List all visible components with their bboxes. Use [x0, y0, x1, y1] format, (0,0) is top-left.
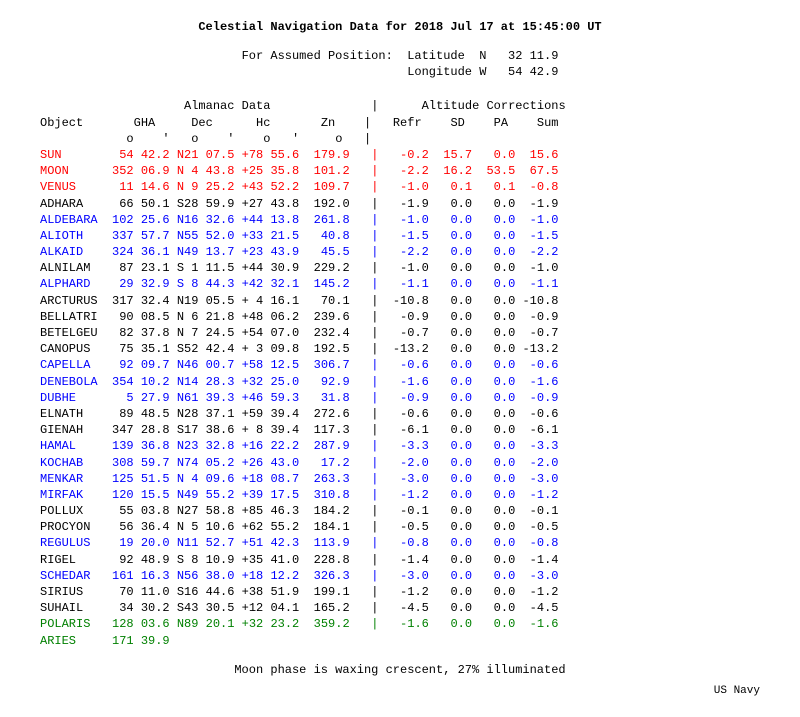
table-row: REGULUS 19 20.0 N11 52.7 +51 42.3 113.9 … [40, 535, 760, 551]
table-row: HAMAL 139 36.8 N23 32.8 +16 22.2 287.9 |… [40, 438, 760, 454]
table-row: SCHEDAR 161 16.3 N56 38.0 +18 12.2 326.3… [40, 568, 760, 584]
table-row: MOON 352 06.9 N 4 43.8 +25 35.8 101.2 | … [40, 163, 760, 179]
table-row: ALKAID 324 36.1 N49 13.7 +23 43.9 45.5 |… [40, 244, 760, 260]
table-row: BELLATRI 90 08.5 N 6 21.8 +48 06.2 239.6… [40, 309, 760, 325]
table-row: ALPHARD 29 32.9 S 8 44.3 +42 32.1 145.2 … [40, 276, 760, 292]
table-row: VENUS 11 14.6 N 9 25.2 +43 52.2 109.7 | … [40, 179, 760, 195]
page-title: Celestial Navigation Data for 2018 Jul 1… [40, 20, 760, 34]
table-row: POLLUX 55 03.8 N27 58.8 +85 46.3 184.2 |… [40, 503, 760, 519]
table-header: Almanac Data | Altitude CorrectionsObjec… [40, 98, 760, 147]
table-row: MIRFAK 120 15.5 N49 55.2 +39 17.5 310.8 … [40, 487, 760, 503]
table-row: ALNILAM 87 23.1 S 1 11.5 +44 30.9 229.2 … [40, 260, 760, 276]
table-row: DENEBOLA 354 10.2 N14 28.3 +32 25.0 92.9… [40, 374, 760, 390]
table-row: ALDEBARA 102 25.6 N16 32.6 +44 13.8 261.… [40, 212, 760, 228]
table-row: PROCYON 56 36.4 N 5 10.6 +62 55.2 184.1 … [40, 519, 760, 535]
table-row: SIRIUS 70 11.0 S16 44.6 +38 51.9 199.1 |… [40, 584, 760, 600]
table-row: ARCTURUS 317 32.4 N19 05.5 + 4 16.1 70.1… [40, 293, 760, 309]
table-row: CAPELLA 92 09.7 N46 00.7 +58 12.5 306.7 … [40, 357, 760, 373]
table-row: RIGEL 92 48.9 S 8 10.9 +35 41.0 228.8 | … [40, 552, 760, 568]
table-row: MENKAR 125 51.5 N 4 09.6 +18 08.7 263.3 … [40, 471, 760, 487]
assumed-position: For Assumed Position: Latitude N 32 11.9… [40, 48, 760, 80]
table-row: SUN 54 42.2 N21 07.5 +78 55.6 179.9 | -0… [40, 147, 760, 163]
table-row: DUBHE 5 27.9 N61 39.3 +46 59.3 31.8 | -0… [40, 390, 760, 406]
table-row: GIENAH 347 28.8 S17 38.6 + 8 39.4 117.3 … [40, 422, 760, 438]
table-row: CANOPUS 75 35.1 S52 42.4 + 3 09.8 192.5 … [40, 341, 760, 357]
table-row: ELNATH 89 48.5 N28 37.1 +59 39.4 272.6 |… [40, 406, 760, 422]
credit-label: US Navy [40, 685, 760, 697]
table-row: ALIOTH 337 57.7 N55 52.0 +33 21.5 40.8 |… [40, 228, 760, 244]
moon-phase-note: Moon phase is waxing crescent, 27% illum… [40, 663, 760, 677]
table-row: BETELGEU 82 37.8 N 7 24.5 +54 07.0 232.4… [40, 325, 760, 341]
table-row: ADHARA 66 50.1 S28 59.9 +27 43.8 192.0 |… [40, 196, 760, 212]
almanac-table: Almanac Data | Altitude CorrectionsObjec… [40, 98, 760, 648]
table-row: ARIES 171 39.9 [40, 633, 760, 649]
table-row: SUHAIL 34 30.2 S43 30.5 +12 04.1 165.2 |… [40, 600, 760, 616]
table-row: POLARIS 128 03.6 N89 20.1 +32 23.2 359.2… [40, 616, 760, 632]
table-row: KOCHAB 308 59.7 N74 05.2 +26 43.0 17.2 |… [40, 455, 760, 471]
